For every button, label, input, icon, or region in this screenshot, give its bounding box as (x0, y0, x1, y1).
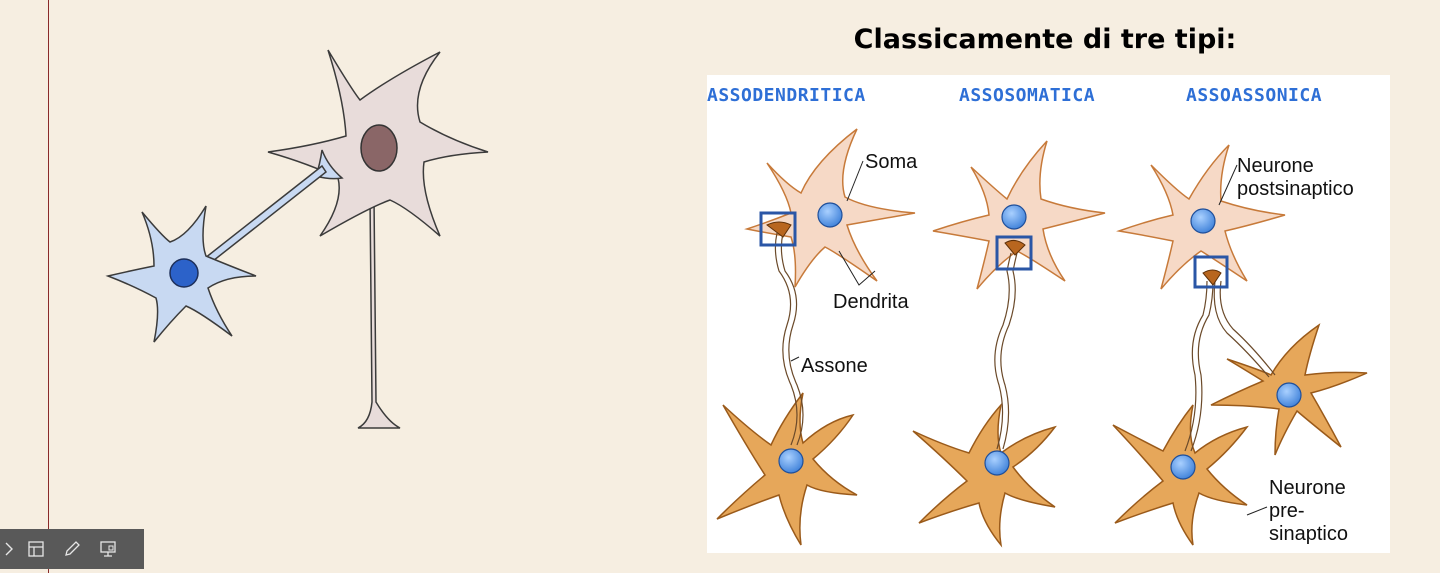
label-soma: Soma (865, 151, 918, 173)
blue-neuron-nucleus (169, 258, 199, 288)
axons (774, 232, 1276, 452)
label-dendrite: Dendrita (833, 291, 909, 313)
header-axosomatic: ASSOSOMATICA (959, 85, 1096, 106)
neuron-connection-illustration (105, 49, 489, 429)
slide-layout-icon[interactable] (18, 529, 54, 569)
highlight-box-axosomatic (995, 235, 1033, 271)
blue-neuron-axon (198, 164, 328, 270)
label-pointers (790, 160, 1268, 516)
synapse-types-figure: ASSODENDRITICA ASSOSOMATICA ASSOASSONICA… (707, 75, 1390, 553)
synapse-types-drawing (716, 128, 1368, 548)
postsynaptic-neuron-1 (744, 128, 916, 288)
header-axodendritic: ASSODENDRITICA (707, 85, 866, 106)
presentation-toolbar (0, 529, 144, 569)
label-presynaptic-neuron: Neurone pre- sinaptico (1269, 477, 1348, 546)
header-axoaxonic: ASSOASSONICA (1186, 85, 1323, 106)
presynaptic-neuron-4 (1210, 323, 1368, 456)
presynaptic-neuron-2 (912, 402, 1057, 548)
label-presynaptic-line3: sinaptico (1269, 523, 1348, 545)
highlight-box-axoaxonic (1193, 255, 1229, 289)
synaptic-terminals (766, 221, 1222, 286)
label-postsynaptic-line1: Neurone (1237, 155, 1314, 177)
presynaptic-neuron-1 (716, 392, 858, 546)
pen-icon[interactable] (54, 529, 90, 569)
slide-title: Classicamente di tre tipi: (853, 24, 1237, 55)
highlight-box-axodendritic (759, 211, 797, 247)
label-postsynaptic-neuron: Neurone postsinaptico (1237, 155, 1354, 201)
slide-margin-line (48, 0, 49, 573)
presenter-view-icon[interactable] (90, 529, 126, 569)
gray-neuron-nucleus (360, 124, 398, 172)
label-postsynaptic-line2: postsinaptico (1237, 178, 1354, 200)
postsynaptic-neuron-2 (932, 140, 1106, 290)
postsynaptic-neuron-3 (1116, 144, 1286, 290)
presynaptic-neuron-3 (1112, 404, 1249, 546)
label-presynaptic-line1: Neurone (1269, 477, 1346, 499)
label-axon: Assone (801, 355, 868, 377)
chevron-left-icon[interactable] (0, 529, 18, 569)
highlight-boxes (759, 211, 1229, 289)
gray-neuron-axon (357, 197, 401, 429)
label-presynaptic-line2: pre- (1269, 500, 1305, 522)
